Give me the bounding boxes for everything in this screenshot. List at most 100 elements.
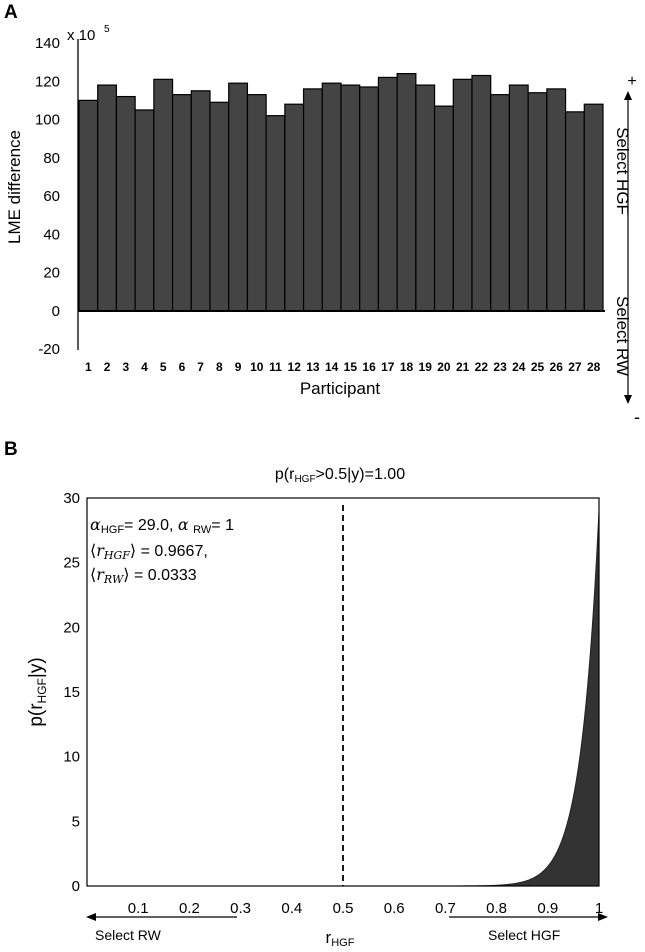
panel-a-x-tick-label: 23 bbox=[493, 360, 507, 374]
panel-a-x-tick-label: 11 bbox=[269, 360, 282, 374]
panel-b-select-hgf-label: Select HGF bbox=[488, 927, 560, 943]
panel-a-bar bbox=[171, 94, 192, 312]
panel-a-x-tick-label: 26 bbox=[550, 360, 564, 374]
panel-a-y-tick-label: 60 bbox=[43, 188, 60, 205]
panel-a-scale-exponent: 5 bbox=[104, 24, 110, 35]
panel-a-x-tick-label: 13 bbox=[306, 360, 320, 374]
panel-a-x-tick-label: 24 bbox=[512, 360, 526, 374]
panel-a-bar bbox=[452, 78, 473, 312]
panel-a-bar bbox=[78, 99, 99, 312]
panel-a-bar bbox=[284, 103, 305, 312]
panel-b-x-tick-label: 0.6 bbox=[384, 900, 405, 917]
panel-b-mean-rrw-annotation: ⟨rRW⟩ = 0.0333 bbox=[90, 565, 197, 586]
panel-b-alpha-annotation: αHGF= 29.0, α RW= 1 bbox=[90, 515, 234, 536]
panel-a-x-tick-label: 1 bbox=[85, 360, 92, 374]
panel-b-x-tick-label: 0.8 bbox=[486, 900, 507, 917]
panel-a-x-tick-label: 22 bbox=[475, 360, 489, 374]
panel-b-y-tick-label: 25 bbox=[63, 555, 80, 572]
panel-a-bar bbox=[153, 78, 174, 312]
panel-a-y-tick-label: 120 bbox=[35, 73, 60, 90]
panel-a-x-tick-label: 27 bbox=[568, 360, 582, 374]
panel-a-arrow-head-up bbox=[624, 91, 632, 100]
panel-b-mean-rhgf-annotation: ⟨rHGF⟩ = 0.9667, bbox=[90, 541, 208, 562]
panel-b-x-tick-label: 0.2 bbox=[179, 900, 200, 917]
panel-a-bar bbox=[359, 86, 380, 312]
panel-a-select-rw-label: Select RW bbox=[613, 296, 632, 376]
panel-a-x-tick-label: 15 bbox=[344, 360, 358, 374]
panel-a-bar bbox=[134, 109, 155, 312]
panel-b-y-ticks: 30 25 20 15 10 5 0 bbox=[63, 490, 80, 895]
panel-a-x-tick-label: 28 bbox=[587, 360, 601, 374]
panel-b-y-axis-label: p(rHGF|y) bbox=[26, 657, 49, 726]
panel-a-bar bbox=[115, 95, 136, 312]
panel-a-label: A bbox=[4, 2, 18, 23]
panel-a-x-axis-label: Participant bbox=[300, 379, 381, 398]
panel-a-bar bbox=[490, 94, 511, 312]
panel-a-x-tick-label: 4 bbox=[141, 360, 148, 374]
panel-a-x-tick-label: 19 bbox=[419, 360, 433, 374]
panel-a-bar bbox=[265, 115, 286, 312]
panel-a-y-tick-label: 100 bbox=[35, 112, 60, 129]
panel-b-y-tick-label: 5 bbox=[72, 813, 80, 830]
panel-a-y-tick-label: 0 bbox=[52, 303, 60, 320]
panel-a-x-tick-label: 21 bbox=[456, 360, 470, 374]
panel-a-y-tick-label: 20 bbox=[43, 265, 60, 282]
panel-a-x-tick-label: 3 bbox=[122, 360, 129, 374]
panel-a-x-tick-label: 8 bbox=[216, 360, 223, 374]
panel-a-bar bbox=[396, 72, 417, 312]
panel-b-y-tick-label: 20 bbox=[63, 619, 80, 636]
panel-b-title: p(rHGF>0.5|y)=1.00 bbox=[275, 466, 405, 485]
panel-a-bar bbox=[433, 105, 454, 312]
panel-a-x-tick-label: 14 bbox=[325, 360, 339, 374]
panel-a-y-tick-label: -20 bbox=[38, 341, 60, 358]
panel-a-y-tick-label: 40 bbox=[43, 226, 60, 243]
panel-b-x-ticks: 0.1 0.2 0.3 0.4 0.5 0.6 0.7 0.8 0.9 1 bbox=[128, 900, 603, 917]
panel-b-y-tick-label: 30 bbox=[63, 490, 80, 507]
panel-a-x-tick-label: 7 bbox=[197, 360, 204, 374]
panel-a-bar bbox=[190, 90, 211, 312]
panel-b-x-tick-label: 0.1 bbox=[128, 900, 149, 917]
panel-a-y-ticks: 140 120 100 80 60 40 20 0 -20 bbox=[35, 35, 60, 358]
panel-a-bar bbox=[340, 84, 361, 312]
panel-a-bars bbox=[78, 72, 604, 312]
panel-b-x-tick-label: 1 bbox=[595, 900, 603, 917]
panel-a-bar bbox=[471, 74, 492, 312]
panel-b-x-axis-label: rHGF bbox=[326, 928, 355, 949]
panel-b-x-tick-label: 0.4 bbox=[281, 900, 302, 917]
panel-a-x-ticks: 1 2 3 4 5 6 7 8 9 10 11 12 13 14 15 16 17 18 19 20 21 22 23 24 2… bbox=[85, 360, 601, 374]
panel-a-x-tick-label: 16 bbox=[362, 360, 376, 374]
panel-b-x-tick-label: 0.7 bbox=[435, 900, 456, 917]
panel-a-x-tick-label: 6 bbox=[179, 360, 186, 374]
panel-a-bar bbox=[97, 84, 118, 312]
panel-a-bar bbox=[415, 84, 436, 312]
panel-a-x-tick-label: 2 bbox=[104, 360, 111, 374]
panel-a-y-axis-label: LME difference bbox=[5, 130, 24, 244]
panel-a-bar bbox=[228, 82, 249, 312]
panel-a-bar bbox=[527, 92, 548, 312]
panel-a-x-tick-label: 12 bbox=[288, 360, 302, 374]
panel-a-bar bbox=[508, 84, 529, 312]
panel-a-scale-label: x 10 bbox=[67, 27, 95, 44]
panel-a-x-tick-label: 20 bbox=[437, 360, 451, 374]
panel-a-bar bbox=[209, 101, 230, 312]
panel-b-label: B bbox=[4, 439, 18, 460]
panel-b-select-rw-label: Select RW bbox=[95, 927, 162, 943]
panel-a-x-tick-label: 10 bbox=[250, 360, 264, 374]
panel-b-y-tick-label: 0 bbox=[72, 878, 80, 895]
panel-a-x-tick-label: 18 bbox=[400, 360, 414, 374]
panel-a-bar bbox=[377, 76, 398, 312]
panel-a-select-hgf-label: Select HGF bbox=[613, 127, 632, 215]
panel-a-bar bbox=[321, 82, 342, 312]
panel-a-bar bbox=[302, 88, 323, 312]
panel-b-y-tick-label: 10 bbox=[63, 749, 80, 766]
panel-b-y-tick-label: 15 bbox=[63, 684, 80, 701]
panel-a-y-tick-label: 80 bbox=[43, 150, 60, 167]
panel-a-bar bbox=[564, 111, 585, 312]
panel-b-select-hgf-arrow-head bbox=[598, 913, 608, 921]
panel-a-x-tick-label: 25 bbox=[531, 360, 545, 374]
panel-b-select-rw-arrow-head bbox=[86, 913, 96, 921]
panel-a-x-tick-label: 17 bbox=[381, 360, 395, 374]
panel-b-x-tick-label: 0.5 bbox=[333, 900, 354, 917]
panel-a-bar bbox=[546, 88, 567, 312]
